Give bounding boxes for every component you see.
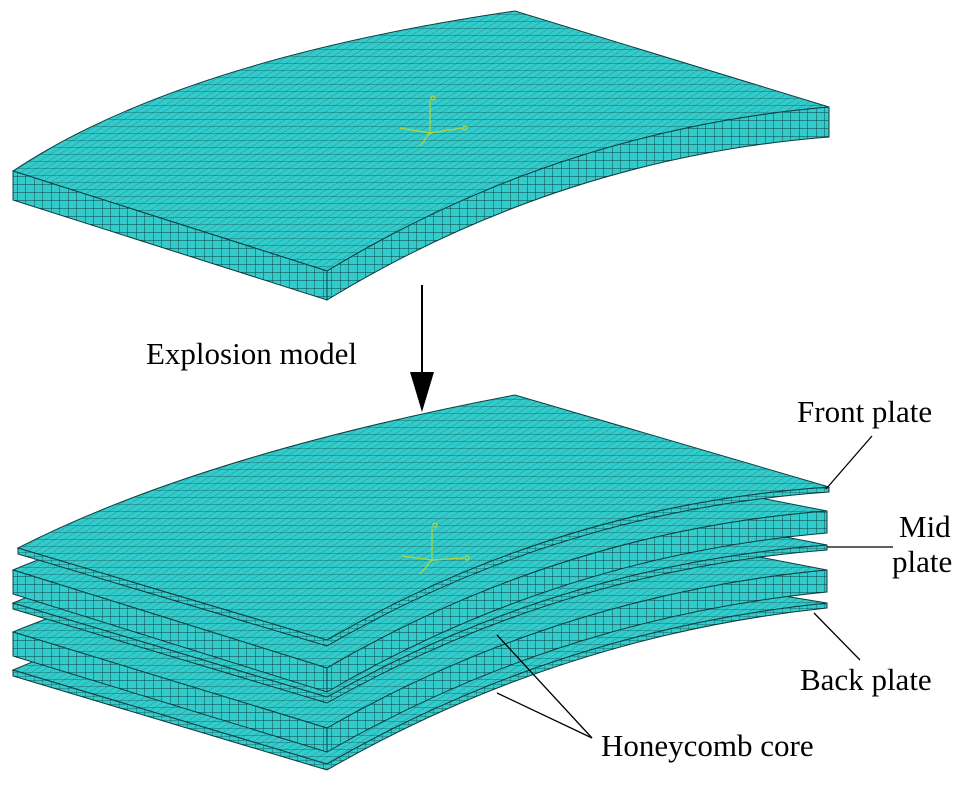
honeycomb-core-lower-side — [326, 569, 828, 753]
mid-plate-label-line1: Mid — [899, 509, 951, 544]
front-plate-surface — [16, 394, 830, 641]
honeycomb-core-upper-side — [326, 510, 828, 693]
front-plate-label: Front plate — [797, 394, 932, 429]
front-plate-leader — [825, 435, 873, 490]
mid-plate-label-line2: plate — [892, 544, 952, 579]
honeycomb-core-label: Honeycomb core — [601, 728, 814, 763]
axis-triad-icon — [399, 95, 468, 147]
explosion-arrow — [410, 285, 434, 412]
honeycomb-core-leader-lower — [496, 692, 593, 739]
back-plate-leader — [813, 612, 861, 661]
back-plate-label: Back plate — [800, 662, 932, 697]
axis-triad-icon-exploded — [401, 522, 470, 575]
assembled-panel — [11, 10, 830, 301]
assembled-side-face — [326, 106, 830, 301]
explosion-arrow-label: Explosion model — [146, 336, 357, 371]
leader-lines — [496, 435, 893, 739]
exploded-panel — [11, 394, 830, 771]
honeycomb-core-leader-upper — [496, 634, 593, 739]
